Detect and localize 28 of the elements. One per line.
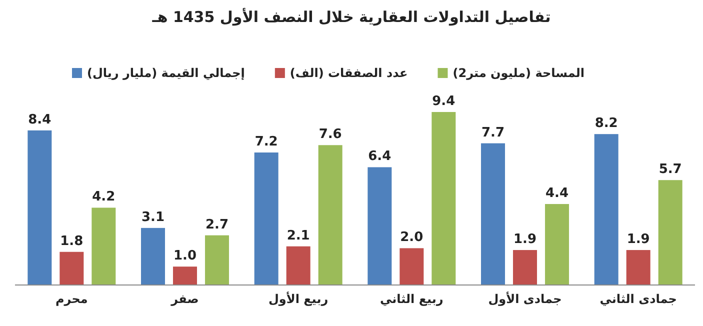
data-label: 5.7	[658, 162, 682, 178]
legend-label: إجمالي القيمة (مليار ريال)	[87, 66, 245, 80]
legend-label: عدد الصفقات (الف)	[290, 66, 408, 80]
data-label: 1.9	[513, 232, 537, 248]
data-label: 2.1	[286, 228, 310, 244]
data-label: 7.2	[254, 134, 278, 150]
legend-label: المساحة (مليون متر2)	[452, 66, 585, 80]
x-tick-label: محرم	[55, 292, 88, 306]
data-label: 3.1	[141, 210, 165, 225]
data-label: 1.9	[626, 232, 650, 248]
chart-title: تفاصيل التداولات العقارية خلال النصف الأول 1435 هـ	[151, 7, 551, 26]
data-label: 7.6	[318, 127, 342, 142]
data-label: 4.2	[92, 190, 116, 205]
x-tick-label: صفر	[170, 292, 199, 306]
data-label: 7.7	[481, 125, 505, 140]
x-tick-label: ربيع الثاني	[380, 292, 444, 306]
data-label: 6.4	[368, 149, 392, 164]
data-label: 4.4	[545, 186, 569, 202]
x-tick-label: ربيع الأول	[268, 291, 328, 306]
data-label: 2.0	[400, 230, 424, 246]
x-tick-label: جمادى الأول	[488, 291, 562, 306]
data-label: 8.4	[28, 112, 52, 128]
data-label: 9.4	[432, 94, 456, 109]
data-label: 1.0	[173, 248, 197, 264]
data-label: 2.7	[205, 217, 229, 232]
x-tick-label: جمادى الثاني	[600, 292, 677, 306]
data-label: 1.8	[60, 234, 84, 249]
data-label: 8.2	[594, 116, 618, 132]
